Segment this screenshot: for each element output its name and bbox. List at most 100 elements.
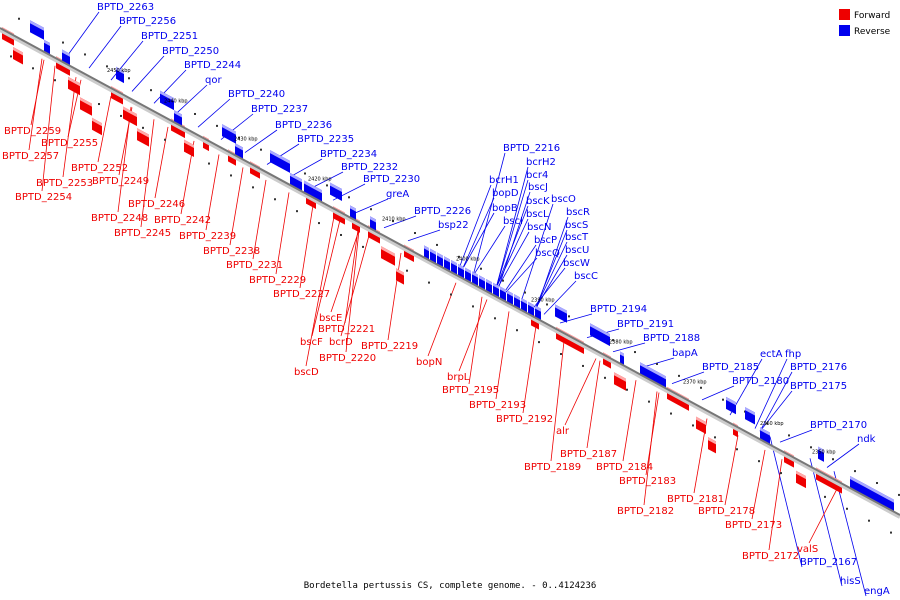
spacer-dot bbox=[230, 174, 232, 177]
forward-gene-label: BPTD_2221 bbox=[318, 324, 375, 335]
kbp-tick-label: 2420 kbp bbox=[308, 177, 332, 183]
forward-gene-label: BPTD_2252 bbox=[71, 163, 128, 174]
reverse-gene-label: greA bbox=[386, 189, 409, 200]
reverse-leader-line bbox=[289, 158, 323, 178]
spacer-dot bbox=[304, 172, 306, 175]
spacer-dot bbox=[84, 53, 86, 56]
reverse-leader-line bbox=[495, 205, 529, 289]
reverse-leader-line bbox=[197, 98, 231, 128]
spacer-dot bbox=[612, 339, 614, 342]
spacer-dot bbox=[326, 184, 328, 187]
spacer-dot bbox=[634, 351, 636, 354]
gene-block-highlight bbox=[430, 248, 436, 255]
forward-gene-label: bscF bbox=[300, 337, 323, 348]
forward-leader-line bbox=[458, 299, 488, 372]
forward-gene-label: BPTD_2173 bbox=[725, 520, 782, 531]
gene-block-highlight bbox=[708, 437, 716, 445]
gene-block-highlight bbox=[514, 294, 520, 301]
reverse-gene-label: BPTD_2240 bbox=[228, 89, 285, 100]
spacer-dot bbox=[824, 495, 826, 498]
reverse-gene-label: bapA bbox=[672, 348, 698, 359]
reverse-gene-label: BPTD_2226 bbox=[414, 206, 471, 217]
reverse-leader-line bbox=[759, 371, 793, 432]
reverse-leader-line bbox=[503, 244, 537, 293]
gene-block-highlight bbox=[458, 263, 464, 271]
gene-block-highlight bbox=[696, 416, 706, 426]
forward-leader-line bbox=[305, 216, 335, 367]
reverse-gene-label: hisS bbox=[840, 576, 861, 587]
reverse-gene-label: BPTD_2236 bbox=[275, 120, 332, 131]
spacer-dot bbox=[392, 220, 394, 223]
spacer-dot bbox=[516, 329, 518, 332]
spacer-dot bbox=[810, 446, 812, 449]
spacer-dot bbox=[406, 269, 408, 272]
forward-gene-label: BPTD_2192 bbox=[496, 414, 553, 425]
genome-caption: Bordetella pertussis CS, complete genome… bbox=[304, 581, 597, 591]
gene-labels: BPTD_2263 BPTD_2256 BPTD_2251 BPTD_2250 BPTD… bbox=[2, 2, 890, 597]
reverse-leader-line bbox=[495, 166, 529, 289]
gene-block-highlight bbox=[116, 66, 124, 75]
forward-leader-line bbox=[28, 58, 43, 151]
forward-leader-line bbox=[140, 119, 155, 228]
gene-block-highlight bbox=[290, 172, 302, 183]
forward-leader-line bbox=[643, 391, 658, 506]
gene-block-highlight bbox=[160, 90, 174, 102]
spacer-dot bbox=[260, 148, 262, 151]
reverse-leader-line bbox=[534, 229, 568, 310]
reverse-leader-line bbox=[461, 197, 495, 271]
reverse-gene-label: BPTD_2244 bbox=[184, 60, 241, 71]
kbp-tick-label: 2430 kbp bbox=[234, 137, 258, 143]
reverse-gene-label: BPTD_2185 bbox=[702, 362, 759, 373]
gene-block-highlight bbox=[500, 286, 506, 293]
spacer-dot bbox=[120, 114, 122, 117]
reverse-leader-line bbox=[809, 458, 843, 587]
forward-leader-line bbox=[522, 325, 537, 414]
kbp-tick-label: 2370 kbp bbox=[683, 380, 707, 386]
spacer-dot bbox=[414, 232, 416, 235]
reverse-leader-line bbox=[769, 436, 803, 568]
reverse-gene-label: bscU bbox=[565, 245, 589, 256]
spacer-dot bbox=[296, 210, 298, 213]
forward-gene-label: bopN bbox=[416, 357, 442, 368]
reverse-leader-line bbox=[779, 429, 813, 443]
reverse-gene-label: BPTD_2230 bbox=[363, 174, 420, 185]
reverse-gene-label: bopD bbox=[492, 188, 519, 199]
gene-block-highlight bbox=[555, 304, 567, 314]
spacer-dot bbox=[604, 376, 606, 379]
gene-block-highlight bbox=[424, 245, 429, 252]
forward-gene-label: BPTD_2227 bbox=[273, 289, 330, 300]
reverse-gene-label: BPTD_2175 bbox=[790, 381, 847, 392]
reverse-gene-label: ndk bbox=[857, 434, 876, 445]
spacer-dot bbox=[494, 317, 496, 320]
forward-leader-line bbox=[154, 126, 169, 199]
gene-block-highlight bbox=[92, 117, 102, 127]
spacer-dot bbox=[560, 353, 562, 356]
gene-block-highlight bbox=[304, 180, 312, 188]
gene-block-highlight bbox=[507, 290, 513, 297]
forward-leader-line bbox=[808, 488, 838, 544]
gene-block-highlight bbox=[444, 256, 450, 263]
spacer-dot bbox=[348, 196, 350, 199]
reverse-gene-label: BPTD_2263 bbox=[97, 2, 154, 13]
forward-gene-label: BPTD_2219 bbox=[361, 341, 418, 352]
reverse-gene-label: bscK bbox=[526, 196, 550, 207]
reverse-leader-line bbox=[174, 84, 208, 115]
forward-gene-label: BPTD_2238 bbox=[203, 246, 260, 257]
reverse-leader-line bbox=[110, 40, 144, 81]
reverse-gene-label: bopB bbox=[492, 203, 518, 214]
gene-block-highlight bbox=[796, 470, 806, 480]
gene-block-highlight bbox=[465, 267, 471, 274]
reverse-leader-line bbox=[759, 390, 793, 432]
forward-leader-line bbox=[97, 95, 112, 163]
forward-gene-label: BPTD_2246 bbox=[128, 199, 185, 210]
gene-block-highlight bbox=[864, 483, 878, 495]
spacer-dot bbox=[362, 245, 364, 248]
forward-gene-label: alr bbox=[556, 426, 570, 437]
reverse-gene-label: BPTD_2256 bbox=[119, 16, 176, 27]
forward-gene-label: BPTD_2182 bbox=[617, 506, 674, 517]
gene-block-highlight bbox=[451, 260, 457, 267]
reverse-leader-line bbox=[310, 171, 344, 189]
kbp-tick-label: 2440 kbp bbox=[164, 99, 188, 105]
gene-block-highlight bbox=[396, 268, 404, 276]
spacer-dot bbox=[274, 198, 276, 201]
